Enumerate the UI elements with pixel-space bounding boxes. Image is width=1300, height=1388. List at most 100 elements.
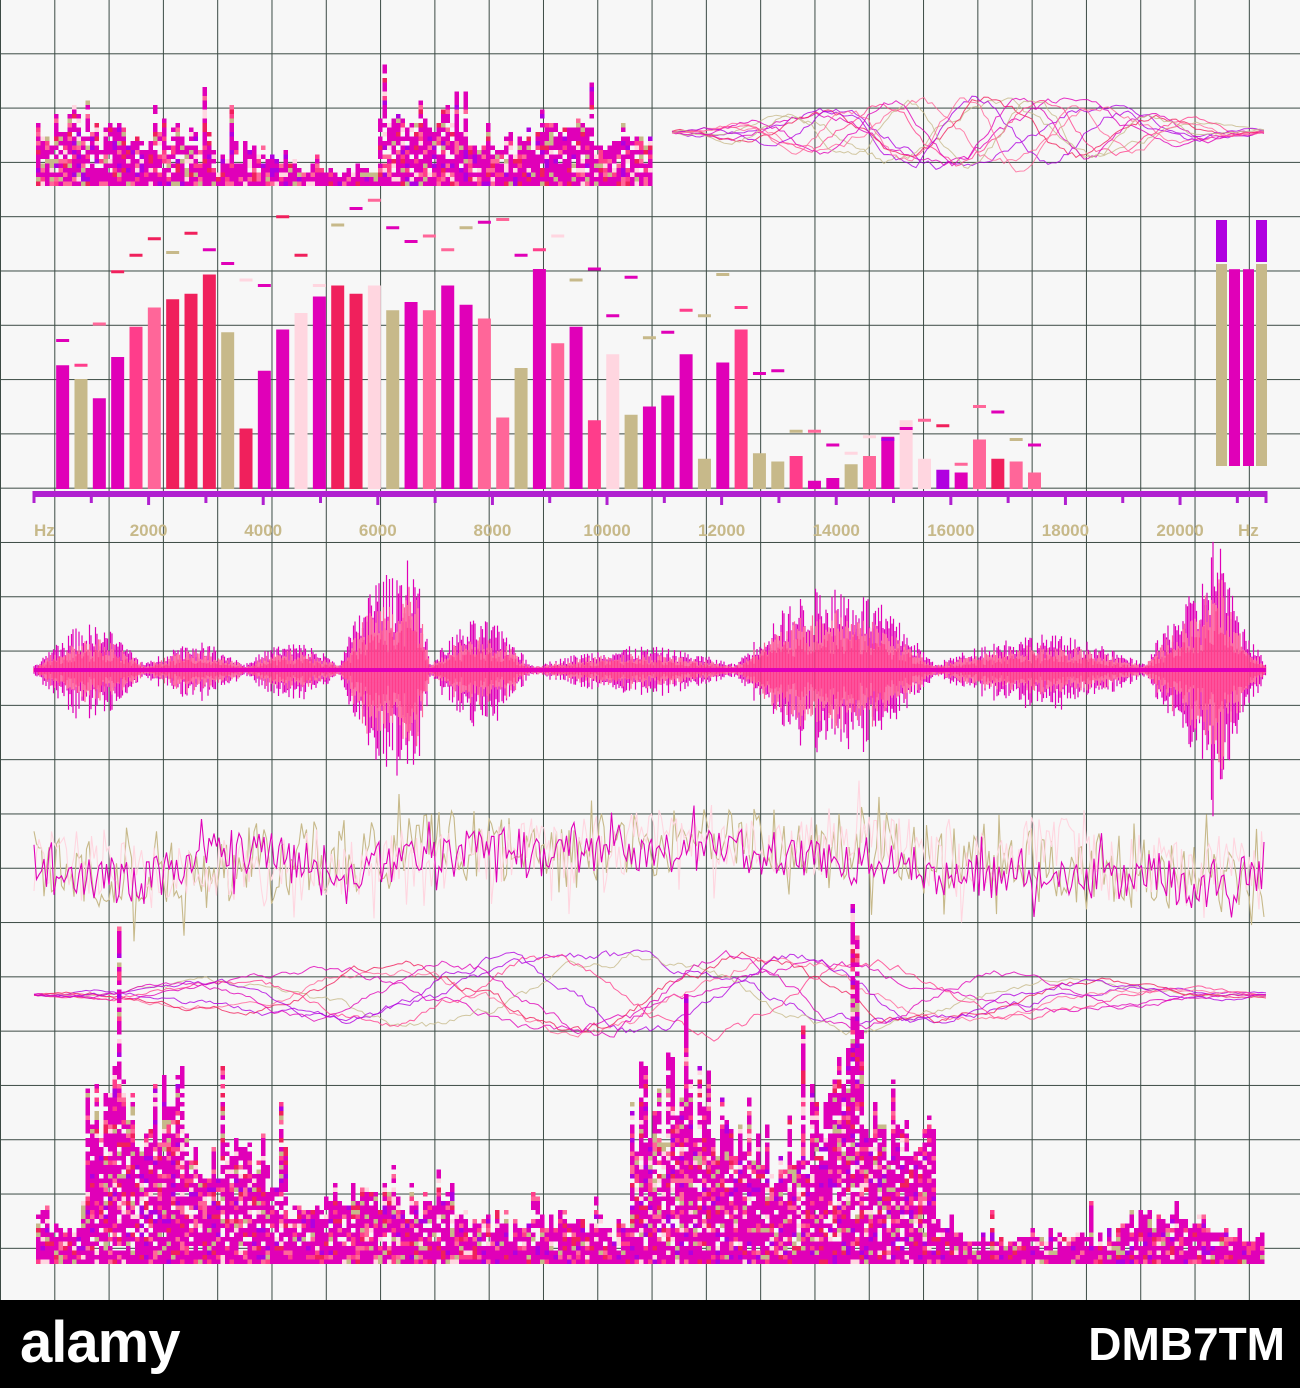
- spectrum-cell: [198, 1237, 203, 1242]
- spectrum-cell: [765, 1255, 770, 1260]
- spectrum-cell: [778, 1219, 783, 1224]
- spectrum-cell: [571, 132, 576, 137]
- spectrum-cell: [801, 1138, 806, 1143]
- spectrum-cell: [594, 1201, 599, 1206]
- spectrum-cell: [328, 168, 333, 173]
- spectrum-cell: [594, 1246, 599, 1251]
- spectrum-cell: [679, 1255, 684, 1260]
- spectrum-cell: [189, 163, 194, 168]
- spectrum-cell: [382, 87, 387, 92]
- spectrum-cell: [742, 1201, 747, 1206]
- spectrum-cell: [814, 1115, 819, 1120]
- spectrum-cell: [531, 172, 536, 177]
- spectrum-cell: [544, 141, 549, 146]
- spectrum-cell: [711, 1210, 716, 1215]
- spectrum-cell: [585, 150, 590, 155]
- spectrum-cell: [103, 1192, 108, 1197]
- spectrum-cell: [648, 1165, 653, 1170]
- spectrum-cell: [225, 1259, 230, 1264]
- spectrum-cell: [301, 1210, 306, 1215]
- spectrum-cell: [85, 1214, 90, 1219]
- spectrum-cell: [270, 1237, 275, 1242]
- spectrum-cell: [400, 1223, 405, 1228]
- spectrum-cell: [454, 105, 459, 110]
- spectrum-cell: [49, 181, 54, 186]
- spectrum-cell: [148, 1250, 153, 1255]
- peak-marker: [1009, 438, 1023, 441]
- spectrum-cell: [337, 1205, 342, 1210]
- spectrum-cell: [715, 1232, 720, 1237]
- spectrum-cell: [459, 181, 464, 186]
- spectrum-cell: [684, 1102, 689, 1107]
- spectrum-cell: [369, 1192, 374, 1197]
- spectrum-cell: [652, 1183, 657, 1188]
- spectrum-cell: [238, 1237, 243, 1242]
- spectrum-cell: [391, 1201, 396, 1206]
- spectrum-cell: [513, 1250, 518, 1255]
- spectrum-cell: [130, 163, 135, 168]
- peak-marker: [331, 223, 345, 227]
- spectrum-cell: [369, 1259, 374, 1264]
- spectrum-cell: [121, 1232, 126, 1237]
- tick-label: 8000: [474, 521, 512, 540]
- spectrum-cell: [778, 1174, 783, 1179]
- spectrum-cell: [130, 1124, 135, 1129]
- spectrum-cell: [81, 136, 86, 141]
- spectrum-cell: [405, 145, 410, 150]
- spectrum-cell: [103, 181, 108, 186]
- spectrum-cell: [805, 1259, 810, 1264]
- spectrum-cell: [112, 1165, 117, 1170]
- spectrum-cell: [666, 1165, 671, 1170]
- spectrum-cell: [688, 1183, 693, 1188]
- spectrum-cell: [414, 168, 419, 173]
- spectrum-cell: [409, 172, 414, 177]
- spectrum-cell: [193, 1205, 198, 1210]
- spectrum-cell: [162, 1142, 167, 1147]
- spectrum-cell: [819, 1259, 824, 1264]
- spectrum-cell: [382, 1241, 387, 1246]
- spectrum-cell: [544, 1237, 549, 1242]
- spectrum-cell: [261, 1165, 266, 1170]
- spectrum-cell: [607, 1237, 612, 1242]
- spectrum-cell: [787, 1156, 792, 1161]
- spectrum-cell: [301, 172, 306, 177]
- spectrum-cell: [670, 1250, 675, 1255]
- spectrum-cell: [423, 141, 428, 146]
- minor-tick: [89, 491, 93, 503]
- spectrum-cell: [279, 1151, 284, 1156]
- spectrum-cell: [706, 1097, 711, 1102]
- spectrum-cell: [234, 177, 239, 182]
- spectrum-cell: [243, 1210, 248, 1215]
- spectrum-cell: [265, 1259, 270, 1264]
- spectrum-cell: [117, 159, 122, 164]
- spectrum-cell: [117, 1093, 122, 1098]
- spectrum-cell: [675, 1156, 680, 1161]
- spectrum-cell: [814, 1241, 819, 1246]
- spectrum-cell: [418, 1232, 423, 1237]
- spectrum-cell: [81, 177, 86, 182]
- spectrum-cell: [234, 1183, 239, 1188]
- spectrum-cell: [666, 1160, 671, 1165]
- spectrum-cell: [189, 1228, 194, 1233]
- spectrum-cell: [598, 172, 603, 177]
- spectrum-cell: [216, 1178, 221, 1183]
- major-tick: [1178, 491, 1182, 505]
- spectrum-cell: [675, 1183, 680, 1188]
- spectrum-cell: [639, 1084, 644, 1089]
- frequency-bar: [936, 469, 950, 489]
- spectrum-cell: [783, 1232, 788, 1237]
- spectrum-cell: [189, 1183, 194, 1188]
- spectrum-cell: [45, 1250, 50, 1255]
- spectrum-cell: [810, 1183, 815, 1188]
- spectrum-cell: [733, 1219, 738, 1224]
- spectrum-cell: [369, 1250, 374, 1255]
- spectrum-cell: [373, 1259, 378, 1264]
- spectrum-cell: [801, 1223, 806, 1228]
- major-tick: [376, 491, 380, 505]
- spectrum-cell: [243, 1160, 248, 1165]
- spectrum-cell: [639, 1187, 644, 1192]
- spectrum-cell: [666, 1192, 671, 1197]
- spectrum-cell: [121, 1178, 126, 1183]
- spectrum-cell: [679, 1174, 684, 1179]
- spectrum-cell: [166, 163, 171, 168]
